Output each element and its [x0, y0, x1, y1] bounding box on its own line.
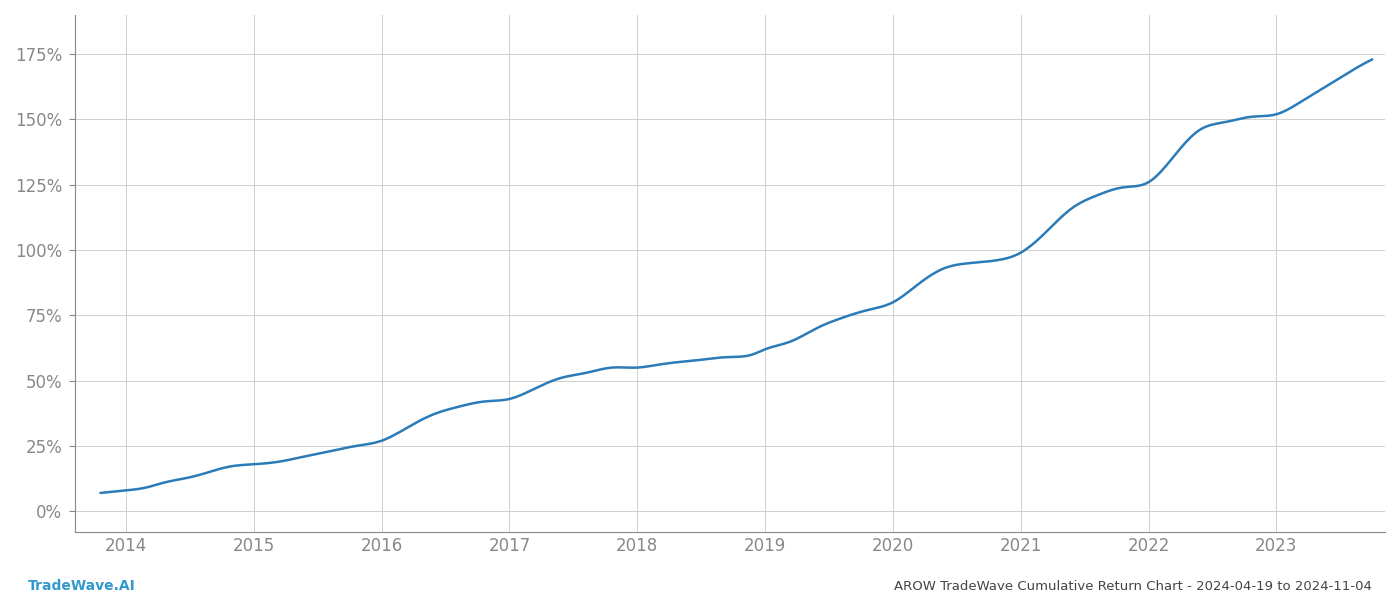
Text: TradeWave.AI: TradeWave.AI: [28, 579, 136, 593]
Text: AROW TradeWave Cumulative Return Chart - 2024-04-19 to 2024-11-04: AROW TradeWave Cumulative Return Chart -…: [895, 580, 1372, 593]
